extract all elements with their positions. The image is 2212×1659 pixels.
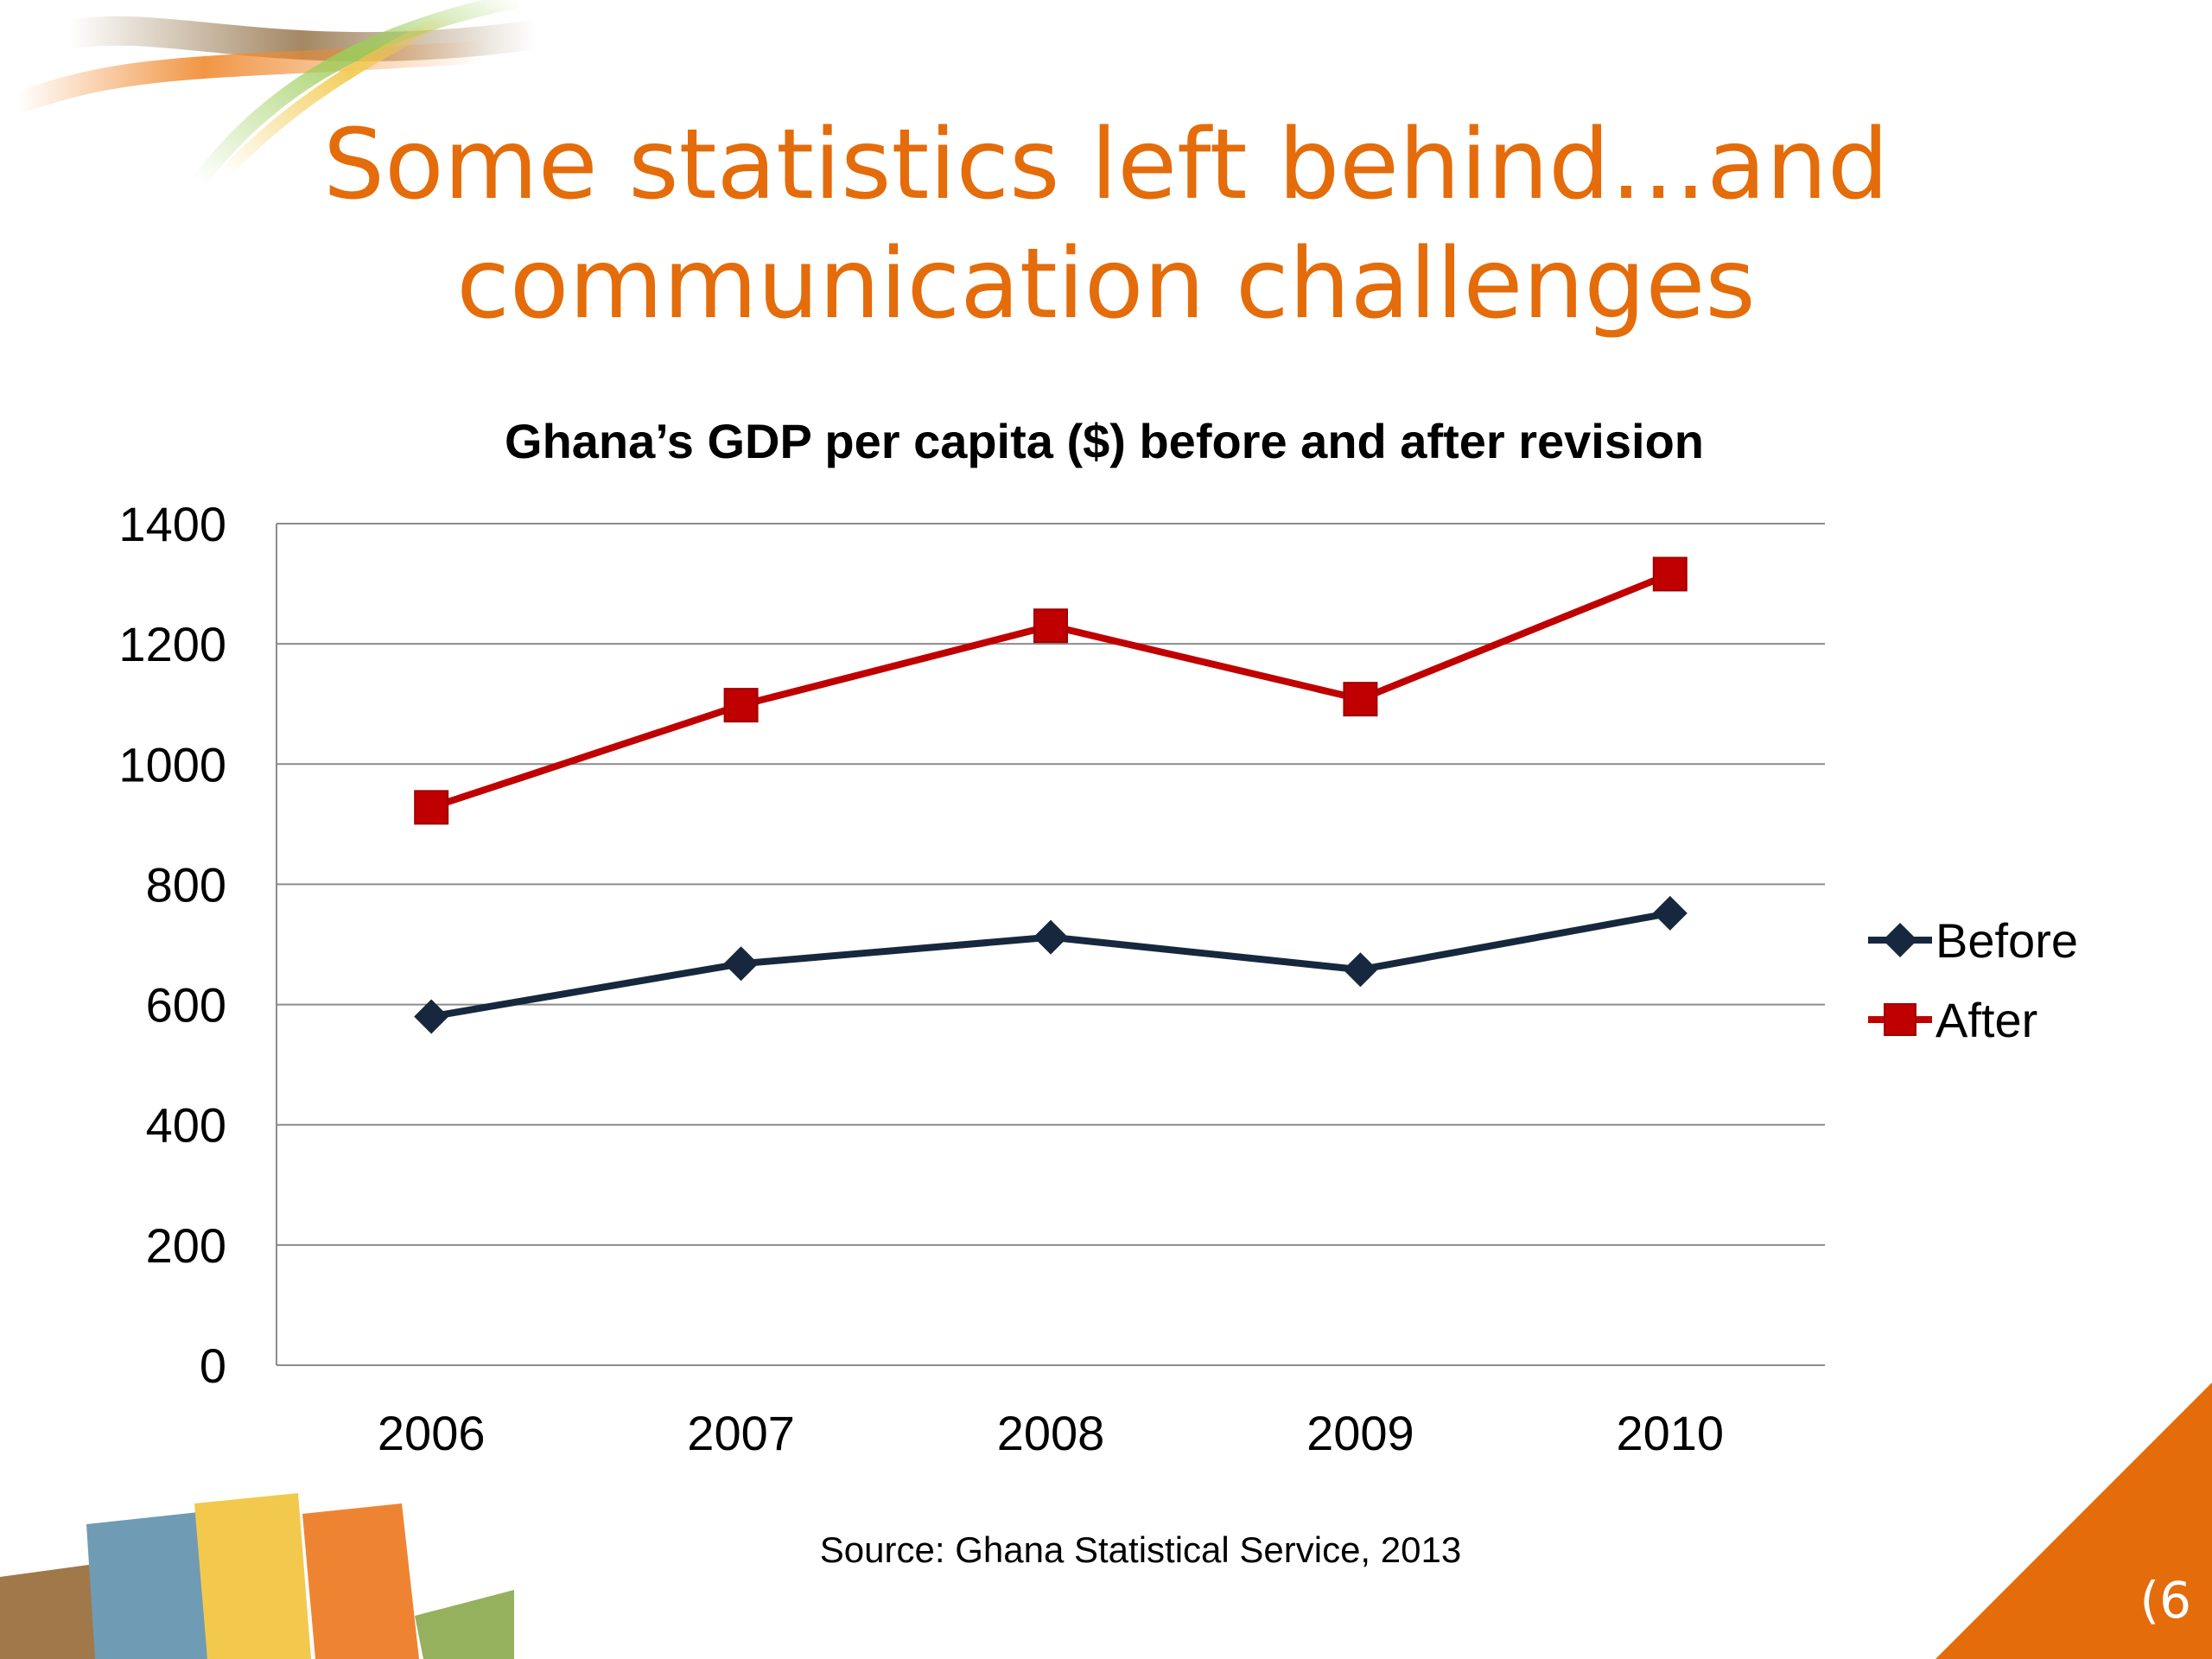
y-tick-label-800: 800	[146, 857, 226, 912]
y-tick-label-200: 200	[146, 1218, 226, 1273]
y-tick-label-1000: 1000	[118, 737, 226, 791]
legend-marker-before	[1883, 923, 1917, 957]
x-axis-ticks: 2006 2007 2008 2009 2010	[378, 1406, 1724, 1460]
legend-label-before: Before	[1936, 913, 2078, 968]
legend: Before After	[1868, 913, 2078, 1047]
swoosh-decoration	[13, 0, 538, 187]
x-tick-label-2007: 2007	[687, 1406, 795, 1460]
x-tick-label-2009: 2009	[1306, 1406, 1414, 1460]
x-tick-label-2008: 2008	[997, 1406, 1105, 1460]
x-tick-label-2006: 2006	[378, 1406, 486, 1460]
y-tick-label-600: 600	[146, 978, 226, 1033]
legend-item-after: After	[1868, 993, 2037, 1047]
page-number: (6	[2139, 1571, 2191, 1630]
legend-marker-after	[1884, 1003, 1916, 1036]
point-before-2010	[1652, 895, 1688, 931]
source-note: Source: Ghana Statistical Service, 2013	[819, 1529, 1462, 1570]
color-blocks-decoration	[0, 1493, 514, 1659]
point-after-2009	[1343, 682, 1378, 717]
point-after-2006	[414, 790, 449, 825]
legend-label-after: After	[1936, 993, 2037, 1047]
gridlines	[276, 523, 1825, 1366]
point-before-2008	[1033, 919, 1068, 955]
y-tick-label-1400: 1400	[118, 497, 226, 551]
point-after-2010	[1652, 556, 1688, 592]
series-before	[414, 895, 1688, 1034]
y-tick-label-1200: 1200	[118, 617, 226, 671]
y-axis-ticks: 0 200 400 600 800 1000 1200 1400	[118, 497, 226, 1393]
series-after	[414, 556, 1688, 825]
corner-triangle	[1936, 1382, 2212, 1659]
legend-item-before: Before	[1868, 913, 2078, 968]
slide-title-line2: communication challenges	[456, 228, 1756, 340]
point-before-2009	[1343, 952, 1378, 988]
slide-title-line1: Some statistics left behind…and	[323, 109, 1889, 221]
x-tick-label-2010: 2010	[1617, 1406, 1725, 1460]
y-tick-label-0: 0	[200, 1338, 226, 1393]
point-after-2007	[723, 688, 759, 723]
series	[414, 556, 1688, 1034]
chart-title: Ghana’s GDP per capita ($) before and af…	[505, 414, 1704, 468]
y-tick-label-400: 400	[146, 1098, 226, 1153]
point-after-2008	[1033, 608, 1068, 644]
slide-title: Some statistics left behind…and communic…	[0, 105, 2212, 344]
point-before-2007	[723, 946, 759, 982]
point-before-2006	[414, 999, 449, 1034]
